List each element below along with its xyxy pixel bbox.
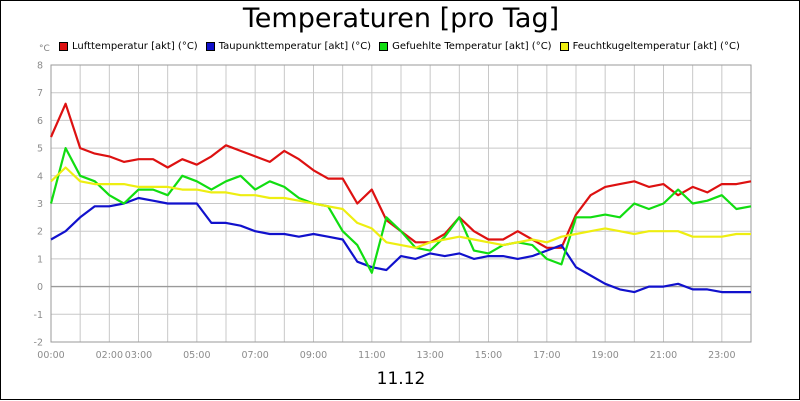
x-tick-label: 21:00 (650, 350, 677, 361)
legend-label-taupunkttemperatur: Taupunkttemperatur [akt] (°C) (218, 40, 372, 52)
x-tick-label: 19:00 (591, 350, 618, 361)
x-tick-label: 23:00 (708, 350, 735, 361)
series-line-3 (49, 147, 752, 274)
y-tick-label: -1 (34, 310, 43, 321)
legend-swatch-feuchtkugeltemperatur (559, 41, 569, 51)
y-tick-label: -2 (34, 338, 43, 349)
chart-title: Temperaturen [pro Tag] (242, 3, 560, 34)
legend-swatch-lufttemperatur (59, 41, 68, 51)
x-tick-label: 00:00 (37, 350, 64, 361)
legend-label-feuchtkugeltemperatur: Feuchtkugeltemperatur [akt] (°C) (572, 40, 740, 52)
x-tick-label: 15:00 (475, 350, 502, 361)
x-tick-label: 07:00 (241, 350, 268, 361)
series-line-2 (50, 196, 751, 294)
x-tick-label: 13:00 (416, 350, 443, 361)
legend-label-lufttemperatur: Lufttemperatur [akt] (°C) (72, 40, 198, 52)
y-tick-label: 1 (37, 254, 43, 265)
x-tick-label: 03:00 (125, 350, 152, 361)
legend-item-lufttemperatur: Lufttemperatur [akt] (°C) (59, 38, 198, 54)
y-tick-label: 3 (37, 199, 43, 210)
x-tick-label: 09:00 (300, 350, 327, 361)
y-tick-label: 4 (37, 171, 43, 182)
y-tick-label: 0 (37, 282, 43, 293)
y-tick-label: 5 (37, 144, 43, 155)
y-tick-label: 6 (37, 116, 43, 127)
date-label: 11.12 (376, 369, 426, 389)
x-tick-label: 17:00 (533, 350, 560, 361)
y-tick-label: 8 (37, 61, 43, 72)
legend-label-gefuehlte-temperatur: Gefuehlte Temperatur [akt] (°C) (392, 40, 552, 52)
x-tick-label: 05:00 (183, 350, 210, 361)
legend-item-gefuehlte-temperatur: Gefuehlte Temperatur [akt] (°C) (379, 38, 552, 54)
x-tick-label: 02:00 (96, 350, 123, 361)
y-tick-label: 2 (37, 227, 43, 238)
legend: Lufttemperatur [akt] (°C) Taupunkttemper… (59, 38, 748, 54)
x-tick-label: 11:00 (358, 350, 385, 361)
y-tick-label: 7 (37, 88, 43, 99)
legend-swatch-gefuehlte-temperatur (379, 41, 389, 51)
legend-item-taupunkttemperatur: Taupunkttemperatur [akt] (°C) (205, 38, 372, 54)
series-line-4 (50, 166, 751, 249)
y-axis-unit: °C (39, 44, 50, 54)
legend-item-feuchtkugeltemperatur: Feuchtkugeltemperatur [akt] (°C) (559, 38, 740, 54)
legend-swatch-taupunkttemperatur (205, 41, 215, 51)
